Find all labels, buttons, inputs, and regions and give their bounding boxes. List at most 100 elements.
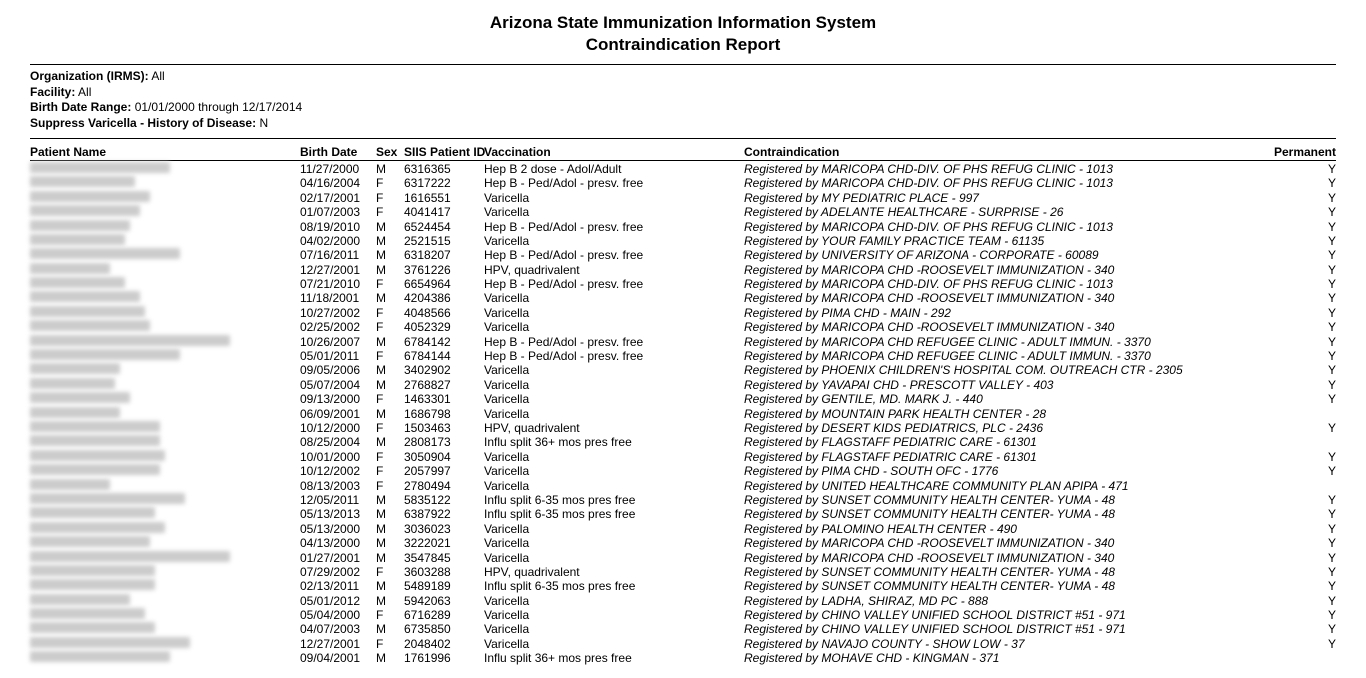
contraindication-cell: Registered by MOUNTAIN PARK HEALTH CENTE…	[744, 407, 1256, 421]
sex-cell: M	[376, 162, 404, 176]
vaccination-cell: Varicella	[484, 608, 744, 622]
birth-date-cell: 05/04/2000	[300, 608, 376, 622]
patient-name-cell	[30, 220, 300, 234]
table-row: 10/12/2000F1503463HPV, quadrivalentRegis…	[30, 421, 1336, 435]
meta-bdr-label: Birth Date Range:	[30, 100, 131, 114]
vaccination-cell: Influ split 36+ mos pres free	[484, 651, 744, 665]
contraindication-cell: Registered by SUNSET COMMUNITY HEALTH CE…	[744, 493, 1256, 507]
permanent-cell: Y	[1256, 220, 1336, 234]
patient-id-cell: 1616551	[404, 191, 484, 205]
birth-date-cell: 10/01/2000	[300, 450, 376, 464]
sex-cell: F	[376, 277, 404, 291]
patient-id-cell: 4052329	[404, 320, 484, 334]
redacted-name	[30, 392, 130, 403]
table-row: 04/13/2000M3222021VaricellaRegistered by…	[30, 536, 1336, 550]
redacted-name	[30, 191, 150, 202]
patient-id-cell: 1761996	[404, 651, 484, 665]
table-row: 04/16/2004F6317222Hep B - Ped/Adol - pre…	[30, 176, 1336, 190]
birth-date-cell: 10/12/2002	[300, 464, 376, 478]
patient-id-cell: 4204386	[404, 291, 484, 305]
patient-id-cell: 2057997	[404, 464, 484, 478]
contraindication-cell: Registered by NAVAJO COUNTY - SHOW LOW -…	[744, 637, 1256, 651]
patient-id-cell: 2808173	[404, 435, 484, 449]
sex-cell: M	[376, 551, 404, 565]
patient-name-cell	[30, 594, 300, 608]
redacted-name	[30, 162, 170, 173]
birth-date-cell: 12/27/2001	[300, 263, 376, 277]
sex-cell: M	[376, 522, 404, 536]
vaccination-cell: HPV, quadrivalent	[484, 263, 744, 277]
patient-id-cell: 1503463	[404, 421, 484, 435]
vaccination-cell: Hep B - Ped/Adol - presv. free	[484, 335, 744, 349]
sex-cell: M	[376, 435, 404, 449]
vaccination-cell: Influ split 6-35 mos pres free	[484, 579, 744, 593]
patient-name-cell	[30, 421, 300, 435]
meta-sup-value: N	[259, 116, 268, 130]
patient-id-cell: 1686798	[404, 407, 484, 421]
contraindication-cell: Registered by UNIVERSITY OF ARIZONA - CO…	[744, 248, 1256, 262]
permanent-cell	[1256, 651, 1336, 665]
vaccination-cell: Hep B - Ped/Adol - presv. free	[484, 248, 744, 262]
vaccination-cell: Varicella	[484, 522, 744, 536]
contraindication-cell: Registered by PHOENIX CHILDREN'S HOSPITA…	[744, 363, 1256, 377]
permanent-cell: Y	[1256, 579, 1336, 593]
contraindication-cell: Registered by MARICOPA CHD-DIV. OF PHS R…	[744, 277, 1256, 291]
patient-id-cell: 4041417	[404, 205, 484, 219]
patient-id-cell: 6318207	[404, 248, 484, 262]
sex-cell: F	[376, 464, 404, 478]
table-row: 05/07/2004M2768827VaricellaRegistered by…	[30, 378, 1336, 392]
sex-cell: F	[376, 450, 404, 464]
patient-id-cell: 3050904	[404, 450, 484, 464]
permanent-cell: Y	[1256, 363, 1336, 377]
vaccination-cell: Hep B - Ped/Adol - presv. free	[484, 220, 744, 234]
permanent-cell: Y	[1256, 162, 1336, 176]
redacted-name	[30, 594, 130, 605]
birth-date-cell: 09/05/2006	[300, 363, 376, 377]
meta-org-label: Organization (IRMS):	[30, 69, 149, 83]
vaccination-cell: Varicella	[484, 378, 744, 392]
meta-block: Organization (IRMS): All Facility: All B…	[30, 69, 1336, 131]
vaccination-cell: Varicella	[484, 392, 744, 406]
patient-name-cell	[30, 335, 300, 349]
table-row: 02/25/2002F4052329VaricellaRegistered by…	[30, 320, 1336, 334]
redacted-name	[30, 407, 120, 418]
contraindication-cell: Registered by MARICOPA CHD REFUGEE CLINI…	[744, 349, 1256, 363]
birth-date-cell: 08/19/2010	[300, 220, 376, 234]
permanent-cell: Y	[1256, 637, 1336, 651]
permanent-cell: Y	[1256, 378, 1336, 392]
patient-name-cell	[30, 277, 300, 291]
contraindication-cell: Registered by MARICOPA CHD-DIV. OF PHS R…	[744, 220, 1256, 234]
permanent-cell: Y	[1256, 450, 1336, 464]
sex-cell: M	[376, 363, 404, 377]
contraindication-cell: Registered by SUNSET COMMUNITY HEALTH CE…	[744, 507, 1256, 521]
patient-name-cell	[30, 378, 300, 392]
contraindication-cell: Registered by YAVAPAI CHD - PRESCOTT VAL…	[744, 378, 1256, 392]
patient-name-cell	[30, 579, 300, 593]
patient-id-cell: 3603288	[404, 565, 484, 579]
patient-id-cell: 5835122	[404, 493, 484, 507]
table-row: 07/16/2011M6318207Hep B - Ped/Adol - pre…	[30, 248, 1336, 262]
redacted-name	[30, 277, 125, 288]
patient-name-cell	[30, 248, 300, 262]
vaccination-cell: Influ split 6-35 mos pres free	[484, 493, 744, 507]
vaccination-cell: Varicella	[484, 622, 744, 636]
table-row: 05/13/2000M3036023VaricellaRegistered by…	[30, 522, 1336, 536]
divider-mid	[30, 138, 1336, 139]
permanent-cell: Y	[1256, 392, 1336, 406]
vaccination-cell: Varicella	[484, 320, 744, 334]
contraindication-cell: Registered by MY PEDIATRIC PLACE - 997	[744, 191, 1256, 205]
contraindication-cell: Registered by YOUR FAMILY PRACTICE TEAM …	[744, 234, 1256, 248]
redacted-name	[30, 522, 165, 533]
vaccination-cell: Varicella	[484, 637, 744, 651]
patient-id-cell: 6524454	[404, 220, 484, 234]
patient-name-cell	[30, 493, 300, 507]
sex-cell: F	[376, 320, 404, 334]
birth-date-cell: 09/04/2001	[300, 651, 376, 665]
permanent-cell: Y	[1256, 306, 1336, 320]
patient-name-cell	[30, 450, 300, 464]
sex-cell: M	[376, 335, 404, 349]
permanent-cell: Y	[1256, 507, 1336, 521]
patient-name-cell	[30, 263, 300, 277]
permanent-cell: Y	[1256, 594, 1336, 608]
contraindication-cell: Registered by MARICOPA CHD REFUGEE CLINI…	[744, 335, 1256, 349]
